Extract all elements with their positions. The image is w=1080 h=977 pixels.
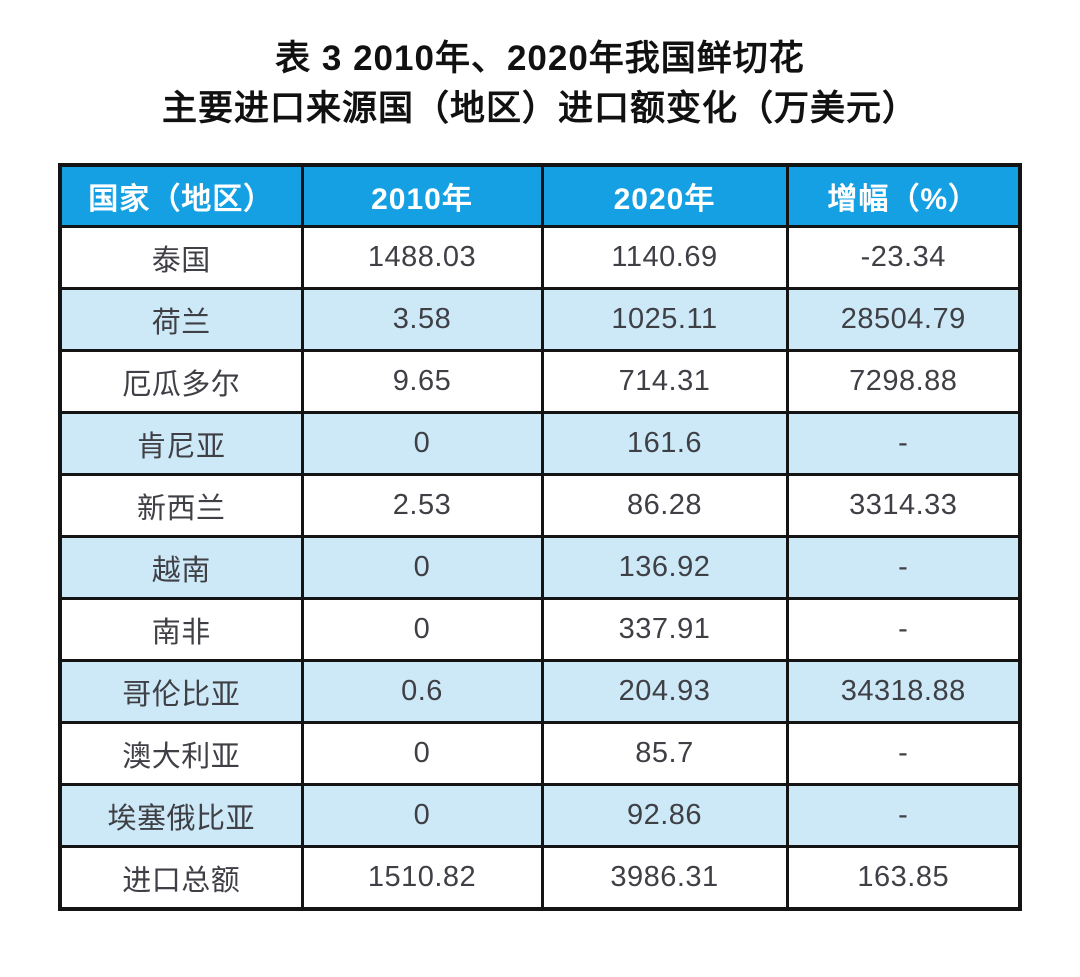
cell-country: 进口总额 [58, 845, 304, 911]
cell-growth: 163.85 [785, 845, 1022, 911]
table-row: 新西兰 2.53 86.28 3314.33 [58, 473, 1022, 539]
col-header-2010: 2010年 [300, 163, 544, 229]
table-row: 进口总额 1510.82 3986.31 163.85 [58, 845, 1022, 911]
cell-y2020: 3986.31 [540, 845, 789, 911]
cell-y2020: 1025.11 [540, 287, 789, 353]
cell-y2020: 1140.69 [540, 225, 789, 291]
header-row: 国家（地区） 2010年 2020年 增幅（%） [58, 163, 1022, 229]
cell-country: 荷兰 [58, 287, 304, 353]
cell-y2020: 204.93 [540, 659, 789, 725]
table-title-line2: 主要进口来源国（地区）进口额变化（万美元） [161, 89, 918, 129]
cell-country: 越南 [58, 535, 304, 601]
table-row: 哥伦比亚 0.6 204.93 34318.88 [58, 659, 1022, 725]
cell-country: 新西兰 [58, 473, 304, 539]
table-body: 泰国 1488.03 1140.69 -23.34 荷兰 3.58 1025.11 28504… [58, 225, 1022, 911]
cell-y2010: 1510.82 [300, 845, 544, 911]
cell-growth: -23.34 [785, 225, 1022, 291]
cell-y2020: 86.28 [540, 473, 789, 539]
cell-y2010: 0 [300, 597, 544, 663]
table-row: 厄瓜多尔 9.65 714.31 7298.88 [58, 349, 1022, 415]
col-header-growth: 增幅（%） [785, 163, 1022, 229]
table-row: 南非 0 337.91- [58, 597, 1022, 663]
cell-growth: - [785, 721, 1022, 787]
cell-y2010: 1488.03 [300, 225, 544, 291]
cell-growth: 7298.88 [785, 349, 1022, 415]
table-row: 荷兰 3.58 1025.11 28504.79 [58, 287, 1022, 353]
cell-y2010: 0 [300, 535, 544, 601]
cell-growth: 34318.88 [785, 659, 1022, 725]
cell-y2020: 92.86 [540, 783, 789, 849]
table-title-line1: 表 3 2010年、2020年我国鲜切花 [275, 39, 805, 78]
table-title: 表 3 2010年、2020年我国鲜切花 主要进口来源国（地区）进口额变化（万美… [0, 34, 1080, 135]
cell-country: 澳大利亚 [58, 721, 304, 787]
cell-growth: - [785, 783, 1022, 849]
table-row: 越南 0 136.92- [58, 535, 1022, 601]
col-header-country: 国家（地区） [58, 163, 304, 229]
cell-y2010: 3.58 [300, 287, 544, 353]
cell-country: 肯尼亚 [58, 411, 304, 477]
table-row: 澳大利亚 0 85.7- [58, 721, 1022, 787]
cell-y2020: 136.92 [540, 535, 789, 601]
cell-growth: 28504.79 [785, 287, 1022, 353]
import-sources-table: 国家（地区） 2010年 2020年 增幅（%） 泰国 1488.03 1140.6… [58, 162, 1022, 911]
cell-y2010: 0 [300, 411, 544, 477]
cell-y2010: 0.6 [300, 659, 544, 725]
cell-country: 埃塞俄比亚 [58, 783, 304, 849]
cell-y2020: 714.31 [540, 349, 789, 415]
cell-growth: - [785, 597, 1022, 663]
cell-country: 泰国 [58, 225, 304, 291]
cell-y2010: 9.65 [300, 349, 544, 415]
cell-y2010: 2.53 [300, 473, 544, 539]
table-row: 肯尼亚 0 161.6- [58, 411, 1022, 477]
cell-y2020: 337.91 [540, 597, 789, 663]
cell-growth: - [785, 535, 1022, 601]
table-row: 泰国 1488.03 1140.69 -23.34 [58, 225, 1022, 291]
cell-y2020: 161.6 [540, 411, 789, 477]
table-row: 埃塞俄比亚 0 92.86- [58, 783, 1022, 849]
page: 表 3 2010年、2020年我国鲜切花 主要进口来源国（地区）进口额变化（万美… [0, 34, 1080, 977]
cell-growth: 3314.33 [785, 473, 1022, 539]
cell-growth: - [785, 411, 1022, 477]
cell-y2010: 0 [300, 721, 544, 787]
cell-country: 厄瓜多尔 [58, 349, 304, 415]
cell-y2010: 0 [300, 783, 544, 849]
cell-country: 南非 [58, 597, 304, 663]
cell-y2020: 85.7 [540, 721, 789, 787]
col-header-2020: 2020年 [540, 163, 789, 229]
cell-country: 哥伦比亚 [58, 659, 304, 725]
